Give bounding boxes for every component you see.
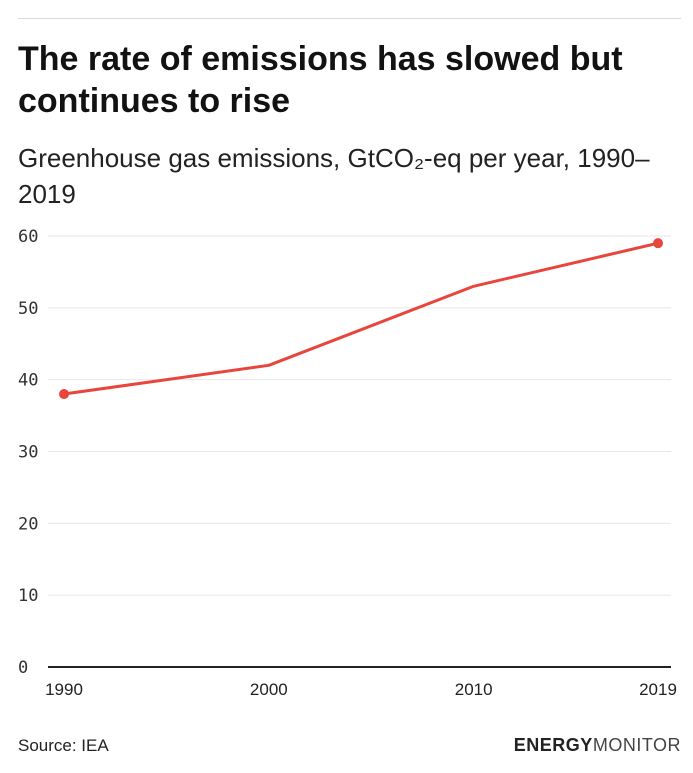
y-axis-ticks: 0 10 20 30 40 50 60 bbox=[18, 227, 38, 678]
x-axis-ticks: 1990 2000 2010 2019 bbox=[45, 680, 677, 699]
chart-title: The rate of emissions has slowed but con… bbox=[18, 40, 623, 120]
gridlines bbox=[48, 235, 671, 668]
brand-logo-part-2: MONITOR bbox=[592, 735, 681, 755]
data-point-2019 bbox=[653, 238, 663, 249]
top-divider bbox=[18, 18, 681, 19]
x-tick-label-1990: 1990 bbox=[45, 680, 83, 699]
y-tick-label-60: 60 bbox=[18, 227, 38, 247]
line-chart: 0 10 20 30 40 50 60 1990 2000 2010 2019 bbox=[18, 227, 677, 699]
y-tick-label-20: 20 bbox=[18, 514, 38, 534]
y-tick-label-0: 0 bbox=[18, 658, 28, 678]
series-layer bbox=[59, 238, 663, 400]
brand-logo: ENERGYMONITOR bbox=[514, 735, 681, 756]
x-tick-label-2010: 2010 bbox=[455, 680, 493, 699]
x-tick-label-2019: 2019 bbox=[639, 680, 677, 699]
chart-subtitle: Greenhouse gas emissions, GtCO₂-eq per y… bbox=[18, 143, 650, 209]
series-line-0 bbox=[62, 241, 660, 396]
y-tick-label-30: 30 bbox=[18, 443, 38, 463]
y-tick-label-40: 40 bbox=[18, 371, 38, 391]
source-note: Source: IEA bbox=[18, 736, 109, 755]
brand-logo-part-1: ENERGY bbox=[513, 735, 593, 755]
y-tick-label-10: 10 bbox=[18, 586, 38, 606]
data-point-1990 bbox=[59, 389, 69, 400]
x-tick-label-2000: 2000 bbox=[250, 680, 288, 699]
y-tick-label-50: 50 bbox=[18, 299, 38, 319]
